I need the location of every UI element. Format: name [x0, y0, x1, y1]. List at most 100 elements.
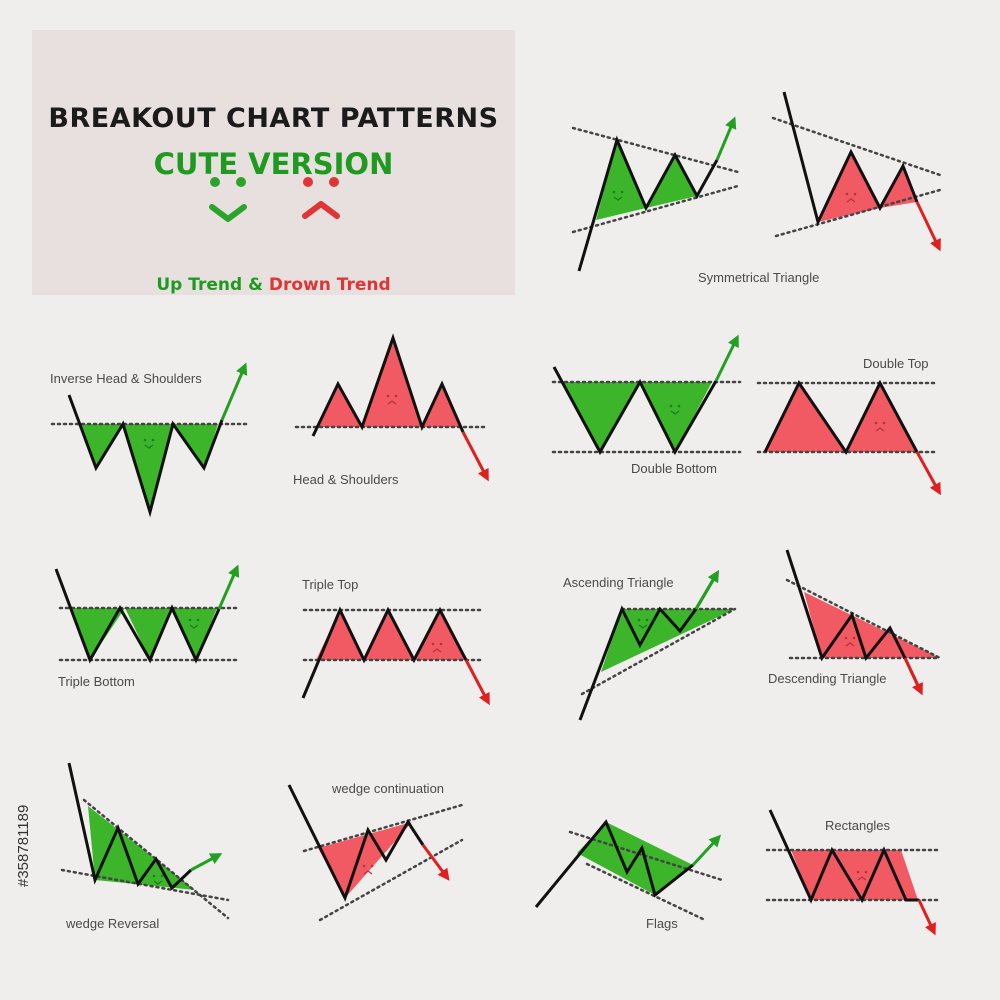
asc-tri-face-eye-left	[637, 618, 641, 622]
rect-face-eye-right	[864, 870, 868, 874]
wedge-cont-dotted-line	[302, 803, 464, 853]
dbl-top-face-eye-right	[882, 421, 886, 425]
wedge-rev-face-eye-left	[152, 874, 156, 878]
trpl-bottom-face-mouth	[189, 624, 199, 629]
asc-tri-fill	[601, 609, 735, 672]
sym-tri-up-fill	[646, 155, 697, 208]
wedge-cont-fill	[318, 822, 412, 898]
desc-tri-down-arrow	[903, 657, 923, 696]
hs-face-eye-right	[394, 394, 398, 398]
pattern-label-wedge-continuation: wedge continuation	[331, 781, 444, 796]
stock-watermark: #358781189	[15, 805, 32, 887]
pattern-label-head-shoulders: Head & Shoulders	[293, 472, 399, 487]
wedge-cont-down-arrow	[421, 844, 450, 881]
trpl-top-fill	[316, 610, 364, 660]
wedge-rev-up-arrow	[190, 853, 223, 872]
hs-fill	[362, 338, 422, 427]
dbl-top-face-mouth	[875, 427, 885, 432]
sym-tri-up-face-mouth	[613, 196, 623, 201]
sym-tri-down-dotted-line	[771, 116, 942, 177]
wedge-rev-dotted-line	[60, 868, 230, 902]
trpl-bottom-face-eye-left	[188, 618, 192, 622]
inv-hs-fill	[79, 424, 123, 468]
hs-face-mouth	[387, 400, 397, 405]
flags-price-line	[534, 819, 694, 908]
sym-tri-down-fill	[880, 166, 917, 208]
sym-tri-up-price-line	[577, 135, 719, 272]
wedge-cont-face-eye-right	[370, 864, 374, 868]
pattern-label-flags: Flags	[646, 916, 678, 931]
hs-face-eye-left	[386, 394, 390, 398]
rect-face-eye-left	[856, 870, 860, 874]
asc-tri-up-arrow	[694, 569, 720, 610]
dbl-bottom-face-eye-right	[677, 404, 681, 408]
pattern-label-ascending-triangle: Ascending Triangle	[563, 575, 674, 590]
desc-tri-face-mouth	[845, 642, 855, 647]
rect-fill	[791, 850, 918, 900]
trpl-top-fill	[414, 610, 466, 660]
sym-tri-down-face-mouth	[846, 198, 856, 203]
sym-tri-up-fill	[596, 140, 646, 220]
wedge-cont-dotted-line	[318, 838, 464, 922]
rect-down-arrow	[917, 899, 936, 936]
page-subtitle: CUTE VERSION	[153, 147, 394, 181]
sad-face-icon	[302, 177, 340, 219]
pattern-label-double-bottom: Double Bottom	[631, 461, 717, 476]
hs-price-line	[311, 333, 465, 437]
pattern-label-triple-top: Triple Top	[302, 577, 358, 592]
title-card: BREAKOUT CHART PATTERNS CUTE VERSION Up …	[32, 30, 515, 295]
dbl-bottom-fill	[640, 382, 712, 452]
sym-tri-down-price-line	[782, 91, 919, 227]
sym-tri-down-face-eye-right	[853, 192, 857, 196]
inv-hs-face-eye-left	[143, 438, 147, 442]
trpl-top-fill	[364, 610, 414, 660]
asc-tri-face-eye-right	[645, 618, 649, 622]
legend-up-trend: Up Trend &	[156, 275, 263, 295]
pattern-label-triple-bottom: Triple Bottom	[58, 674, 135, 689]
flags-up-arrow	[691, 834, 722, 867]
pattern-label-double-top: Double Top	[863, 356, 929, 371]
trpl-bottom-fill	[170, 608, 217, 660]
happy-face-icon	[209, 177, 247, 222]
dbl-top-down-arrow	[915, 451, 941, 496]
trpl-top-price-line	[301, 606, 468, 699]
page-title: BREAKOUT CHART PATTERNS	[48, 103, 499, 134]
hs-fill	[422, 384, 462, 427]
sym-tri-down-dotted-line	[774, 188, 942, 238]
inv-hs-face-mouth	[144, 444, 154, 449]
sym-tri-down-face-eye-left	[845, 192, 849, 196]
wedge-cont-face-mouth	[363, 870, 373, 875]
desc-tri-dotted-line	[785, 578, 942, 660]
dbl-top-fill	[765, 383, 846, 452]
wedge-cont-face-eye-left	[362, 864, 366, 868]
legend-down-trend: Drown Trend	[268, 275, 391, 295]
dbl-bottom-fill	[562, 382, 640, 452]
pattern-label-inverse-head-shoulders: Inverse Head & Shoulders	[50, 371, 202, 386]
pattern-label-symmetrical-triangle: Symmetrical Triangle	[698, 270, 819, 285]
wedge-rev-price-line	[67, 762, 193, 891]
stock-id-text: #358781189	[15, 805, 32, 887]
inv-hs-fill	[123, 424, 173, 512]
inv-hs-face-eye-right	[151, 438, 155, 442]
sym-tri-down-fill	[818, 152, 880, 222]
flags-dotted-line	[568, 830, 724, 882]
trpl-top-down-arrow	[464, 659, 490, 706]
dbl-bottom-face-mouth	[670, 410, 680, 415]
pattern-label-wedge-reversal: wedge Reversal	[65, 916, 159, 931]
trpl-bottom-face-eye-right	[196, 618, 200, 622]
trend-faces	[209, 177, 340, 222]
wedge-rev-face-eye-right	[160, 874, 164, 878]
trpl-bottom-price-line	[54, 568, 221, 664]
trpl-top-face-eye-right	[439, 642, 443, 646]
asc-tri-face-mouth	[638, 624, 648, 629]
desc-tri-price-line	[785, 549, 922, 691]
sym-tri-up-face-eye-left	[612, 190, 616, 194]
wedge-rev-face-mouth	[153, 880, 163, 885]
rect-price-line	[768, 809, 919, 904]
pattern-label-rectangles: Rectangles	[825, 818, 891, 833]
sym-tri-up-dotted-line	[571, 126, 740, 174]
sym-tri-up-up-arrow	[715, 116, 737, 161]
desc-tri-face-eye-right	[852, 636, 856, 640]
inv-hs-up-arrow	[220, 362, 248, 421]
dbl-bottom-face-eye-left	[669, 404, 673, 408]
